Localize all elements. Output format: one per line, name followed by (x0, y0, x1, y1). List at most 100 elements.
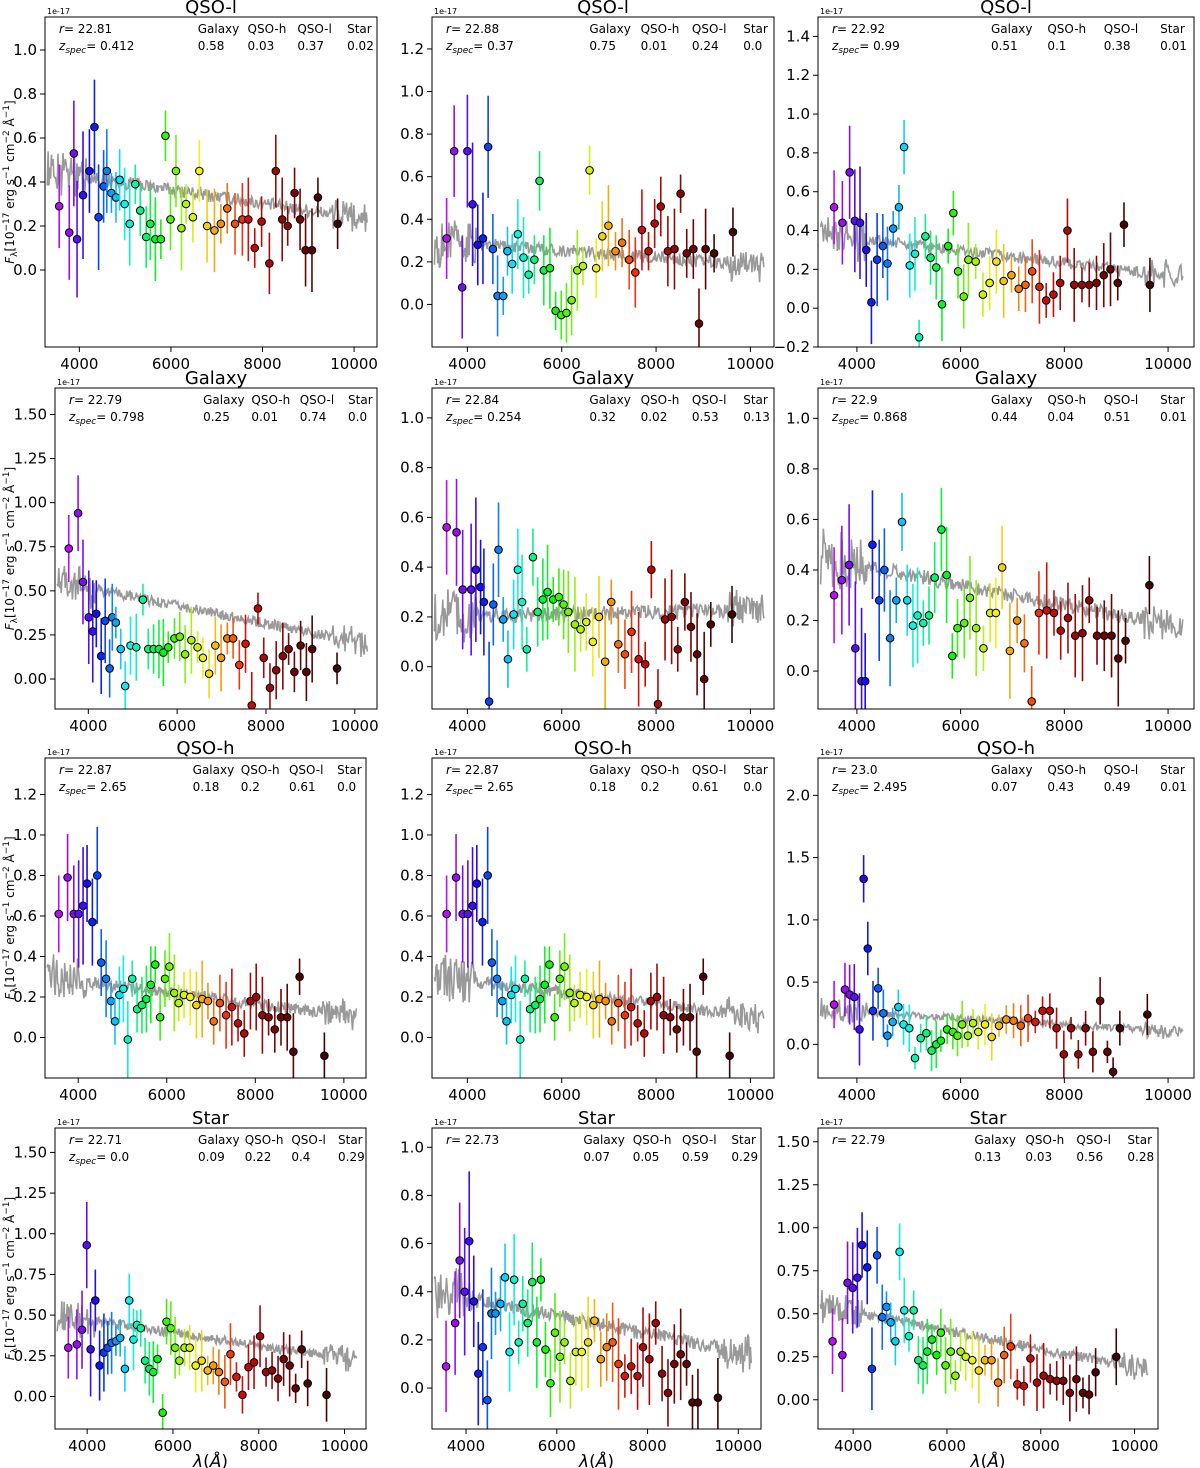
panel-title: QSO-h (977, 738, 1035, 759)
class-probability: 0.18 (589, 780, 616, 794)
data-point (165, 962, 174, 971)
data-point (463, 146, 472, 156)
class-probability: 0.18 (193, 780, 220, 794)
y-tick-label: 0.0 (786, 299, 810, 317)
class-probability: 0.01 (1160, 39, 1187, 53)
data-point (255, 1331, 265, 1341)
data-point (169, 988, 179, 998)
offset-label: 1e-17 (434, 1118, 457, 1127)
data-point (478, 917, 487, 927)
data-point (161, 131, 170, 141)
data-point (651, 1318, 661, 1328)
data-point (1084, 596, 1094, 605)
data-point (442, 234, 451, 243)
data-point (92, 871, 102, 880)
data-point (1095, 996, 1105, 1006)
data-point (158, 1408, 167, 1418)
class-probability: 0.32 (589, 410, 616, 424)
data-point (86, 1344, 95, 1354)
data-point (523, 1318, 533, 1328)
data-point (999, 1350, 1009, 1360)
data-point (1023, 1013, 1033, 1023)
plot-area (819, 119, 1184, 347)
data-point (513, 565, 523, 574)
y-tick-label: 0.6 (400, 1235, 424, 1253)
data-point (620, 1010, 630, 1020)
y-tick-label: 0.0 (400, 1028, 424, 1046)
class-header: QSO-h (1047, 22, 1086, 36)
data-point (124, 1296, 134, 1305)
x-tick-label: 6000 (538, 1437, 576, 1455)
offset-label: 1e-17 (434, 378, 457, 387)
class-probability: 0.01 (1160, 410, 1187, 424)
data-point (545, 960, 554, 969)
data-point (95, 1361, 104, 1370)
x-tick-label: 4000 (448, 1086, 486, 1104)
data-point (513, 229, 523, 239)
z-spec: zspec= 0.798 (68, 410, 144, 427)
class-header: Galaxy (991, 22, 1033, 36)
data-point (285, 1361, 294, 1370)
plot-area (433, 478, 765, 709)
panel-title: Star (192, 1108, 230, 1129)
data-point (130, 179, 140, 189)
data-point (971, 257, 980, 266)
class-probability: 0.74 (300, 410, 327, 424)
data-point (471, 565, 481, 574)
data-point (1115, 1023, 1125, 1033)
data-point (1078, 628, 1087, 638)
x-tick-label: 4000 (60, 355, 98, 373)
data-point (1056, 626, 1066, 635)
data-point (515, 1035, 525, 1044)
data-point (1063, 226, 1072, 235)
data-point (188, 212, 198, 222)
panel-title: Galaxy (572, 368, 635, 389)
x-tick-label: 8000 (1045, 355, 1083, 373)
data-point (631, 268, 640, 277)
data-point (105, 664, 114, 673)
data-point (877, 1312, 887, 1322)
data-point (727, 610, 737, 619)
axes-frame (431, 757, 775, 1079)
panel-8: 4000 6000 8000 10000 0.0 0.2 0.4 0.6 0.8 1.0 1.2 1e… (400, 738, 775, 1104)
class-header: QSO-l (289, 763, 324, 777)
x-axis-label: λ(Å) (192, 1450, 228, 1468)
data-point (882, 1302, 891, 1312)
offset-label: 1e-17 (820, 7, 843, 16)
data-point (125, 219, 135, 229)
class-header: QSO-h (641, 763, 680, 777)
data-point (270, 1025, 280, 1034)
data-point (185, 992, 195, 1002)
class-probability: 0.03 (248, 39, 275, 53)
data-point (670, 244, 679, 254)
class-header: QSO-l (1104, 763, 1139, 777)
plot-area (433, 94, 765, 347)
x-tick-label: 6000 (942, 717, 980, 735)
data-point (570, 620, 580, 629)
data-point (460, 1287, 469, 1297)
data-point (166, 1323, 176, 1333)
data-point (855, 1025, 864, 1034)
data-point (519, 253, 528, 262)
y-tick-label: 1.2 (400, 785, 424, 803)
data-point (291, 1384, 300, 1393)
data-point (135, 206, 145, 215)
data-point (483, 142, 493, 152)
class-header: QSO-l (300, 393, 335, 407)
offset-label: 1e-17 (57, 378, 80, 387)
data-point (464, 1236, 474, 1246)
data-point (1106, 265, 1115, 274)
offset-label: 1e-17 (820, 378, 843, 387)
data-point (1091, 1367, 1100, 1377)
y-tick-label: 0.6 (400, 168, 424, 186)
data-point (177, 223, 186, 233)
data-point (867, 298, 876, 307)
class-header: QSO-h (641, 22, 680, 36)
data-point (829, 202, 839, 212)
data-point (1084, 280, 1094, 290)
offset-label: 1e-17 (434, 748, 457, 757)
class-header: Galaxy (193, 763, 235, 777)
data-point (303, 1379, 312, 1388)
data-point (466, 585, 476, 594)
